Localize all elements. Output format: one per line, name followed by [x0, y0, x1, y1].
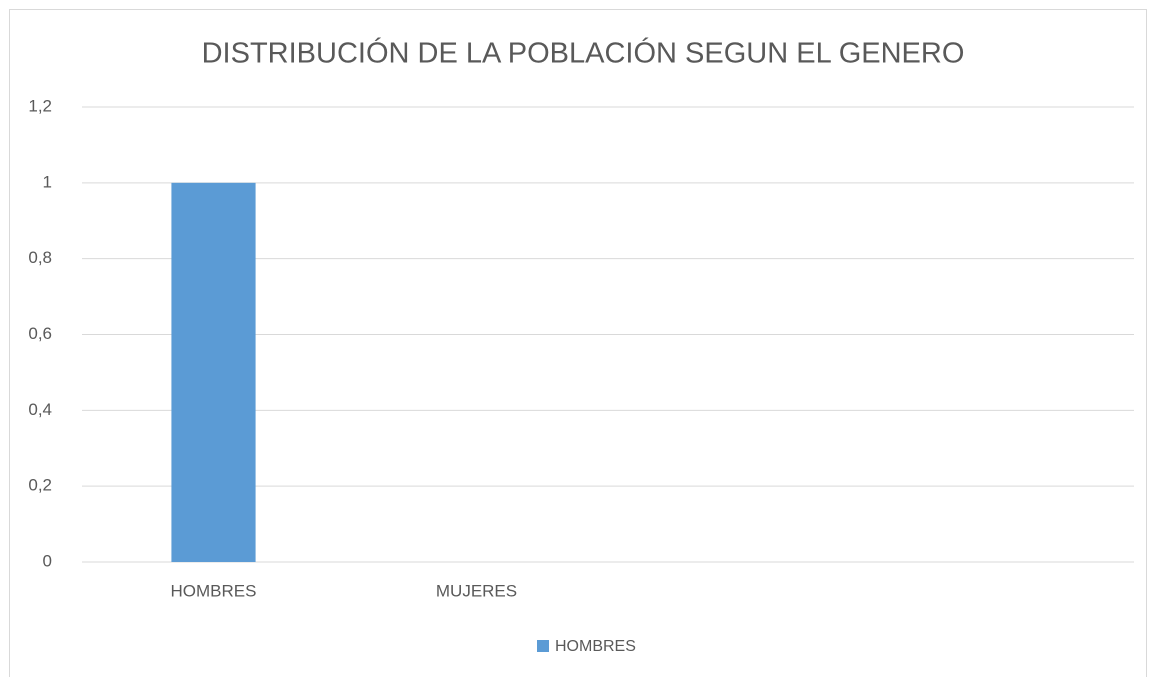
x-tick-label: MUJERES	[436, 581, 517, 600]
y-tick-label: 0,2	[28, 476, 52, 495]
y-tick-label: 0,4	[28, 400, 52, 419]
y-tick-label: 1	[43, 172, 52, 191]
y-tick-label: 0,6	[28, 324, 52, 343]
y-tick-label: 0,8	[28, 248, 52, 267]
legend-swatch	[537, 640, 549, 652]
legend-label: HOMBRES	[555, 638, 636, 655]
y-tick-label: 0	[43, 551, 52, 570]
chart-title: DISTRIBUCIÓN DE LA POBLACIÓN SEGUN EL GE…	[202, 37, 965, 70]
y-tick-label: 1,2	[28, 96, 52, 115]
bar	[171, 182, 256, 563]
x-tick-label: HOMBRES	[171, 581, 257, 600]
